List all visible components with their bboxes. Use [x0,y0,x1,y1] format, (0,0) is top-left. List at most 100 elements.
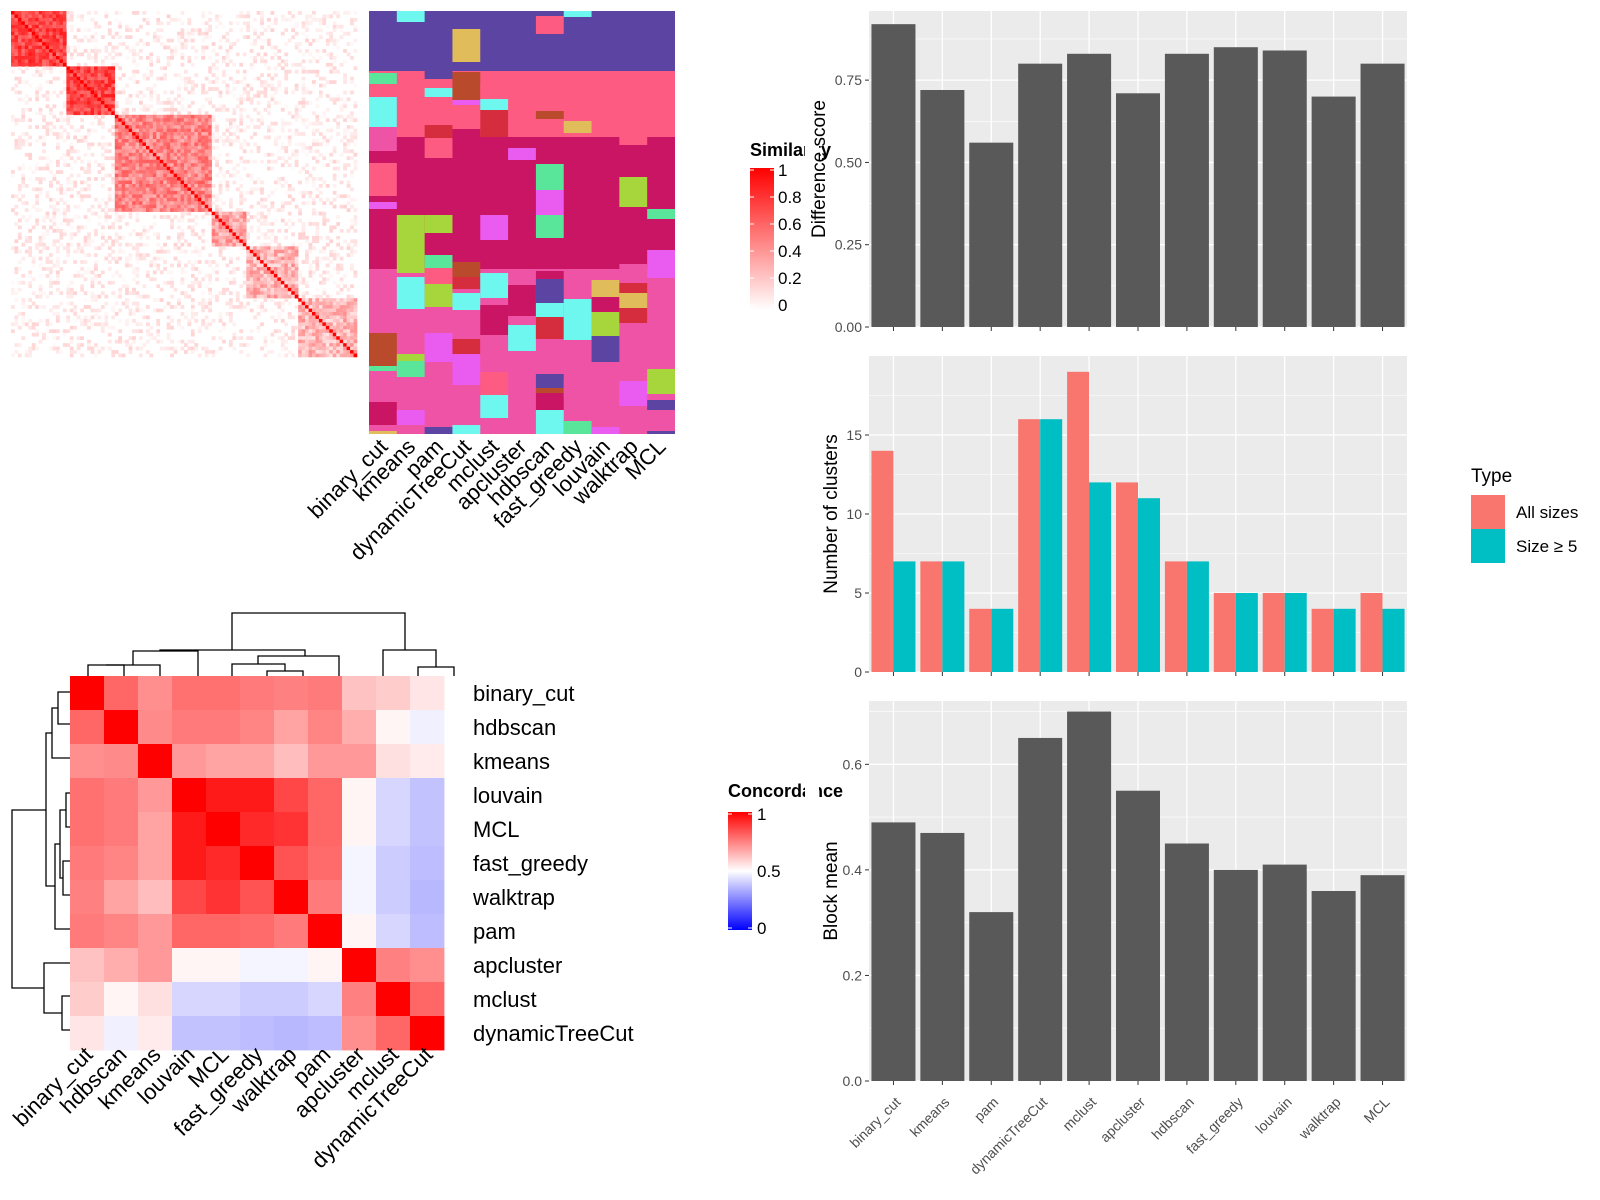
similarity-cell [59,55,64,60]
assignment-cell [452,354,481,385]
similarity-cell [173,215,178,219]
similarity-cell [118,149,123,154]
similarity-cell [73,159,78,164]
similarity-cell [197,253,202,257]
similarity-cell [125,97,129,102]
similarity-cell [249,277,254,282]
similarity-cell [308,249,313,254]
similarity-cell [339,263,344,268]
similarity-cell [45,31,50,36]
similarity-cell [249,83,254,88]
assignment-method-labels: binary_cutkmeanspamdynamicTreeCutmclusta… [303,434,671,565]
similarity-cell [204,170,209,174]
similarity-cell [332,332,337,337]
similarity-cell [83,28,88,33]
similarity-cell [135,204,140,209]
similarity-cell [339,312,344,316]
similarity-cell [125,305,129,309]
similarity-cell [156,100,161,105]
similarity-cell [73,350,78,354]
similarity-cell [312,260,316,264]
similarity-cell [194,173,199,178]
similarity-cell [343,173,347,178]
similarity-cell [308,315,313,320]
concordance-cell [342,676,377,711]
similarity-cell [280,201,285,206]
similarity-cell [21,42,26,46]
similarity-cell [260,267,264,271]
similarity-cell [55,336,60,340]
similarity-cell [145,305,150,309]
similarity-cell [315,139,320,143]
similarity-cell [332,177,337,181]
similarity-cell [132,156,136,161]
similarity-cell [208,128,212,133]
similarity-cell [90,100,95,105]
similarity-cell [73,232,78,237]
similarity-cell [121,190,126,195]
similarity-cell [325,24,330,29]
similarity-cell [218,336,223,340]
similarity-cell [287,287,292,292]
similarity-cell [201,35,206,39]
concordance-row-label: fast_greedy [473,851,588,876]
similarity-cell [152,184,157,188]
y-tick-label: 15 [846,427,862,443]
similarity-cell [211,242,216,247]
similarity-cell [125,118,129,123]
similarity-cell [17,225,22,230]
similarity-cell [204,260,209,264]
similarity-cell [215,125,219,129]
similarity-cell [239,350,244,354]
similarity-cell [353,242,358,247]
similarity-cell [325,277,330,282]
similarity-cell [353,11,358,15]
similarity-cell [201,208,206,212]
similarity-cell [322,332,327,337]
similarity-cell [42,142,46,147]
similarity-cell [125,197,129,202]
similarity-cell [121,211,126,216]
similarity-cell [125,111,129,116]
similarity-cell [353,128,358,133]
similarity-cell [38,62,43,67]
similarity-cell [353,166,358,171]
similarity-cell [42,35,46,39]
similarity-cell [336,253,340,257]
similarity-cell [246,242,251,247]
similarity-cell [163,190,167,195]
similarity-cell [350,90,354,95]
similarity-cell [17,24,22,29]
similarity-cell [322,270,327,275]
similarity-cell [128,312,133,316]
similarity-cell [28,325,33,330]
similarity-cell [80,260,84,264]
similarity-cell [83,111,88,116]
similarity-cell [235,208,240,212]
similarity-cell [211,118,216,123]
similarity-cell [194,246,199,251]
similarity-cell [253,180,257,185]
similarity-cell [125,222,129,226]
similarity-cell [55,273,60,278]
assignment-cell [396,11,425,22]
similarity-cell [228,222,233,226]
similarity-cell [194,49,199,53]
similarity-cell [14,267,19,271]
similarity-cell [149,142,154,147]
similarity-cell [114,218,119,223]
similarity-cell [142,253,147,257]
similarity-cell [156,139,161,143]
similarity-cell [267,273,271,278]
similarity-cell [239,218,244,223]
similarity-cell [267,104,271,109]
similarity-cell [97,118,102,123]
similarity-cell [208,121,212,126]
similarity-cell [343,194,347,199]
similarity-cell [222,107,226,112]
similarity-cell [170,145,174,150]
concordance-cell [240,880,275,915]
similarity-cell [315,332,320,337]
similarity-cell [38,87,43,91]
similarity-cell [125,208,129,212]
